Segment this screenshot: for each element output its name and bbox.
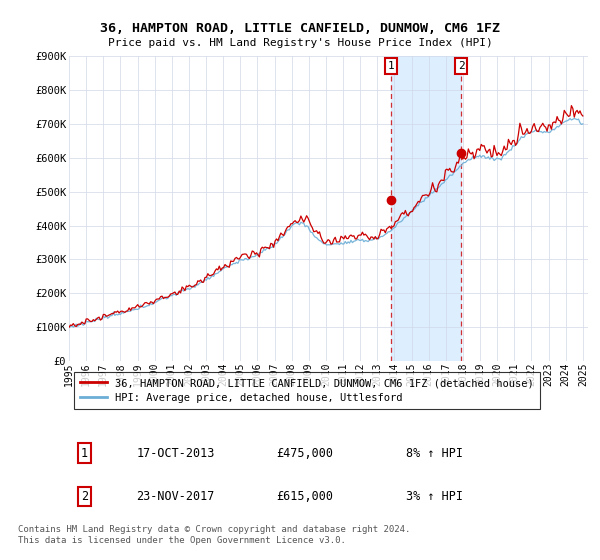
- Text: 2: 2: [81, 490, 88, 503]
- Text: 1: 1: [388, 61, 394, 71]
- Text: £475,000: £475,000: [277, 446, 334, 460]
- Text: 36, HAMPTON ROAD, LITTLE CANFIELD, DUNMOW, CM6 1FZ: 36, HAMPTON ROAD, LITTLE CANFIELD, DUNMO…: [100, 22, 500, 35]
- Text: Price paid vs. HM Land Registry's House Price Index (HPI): Price paid vs. HM Land Registry's House …: [107, 38, 493, 48]
- Text: 1: 1: [81, 446, 88, 460]
- Text: Contains HM Land Registry data © Crown copyright and database right 2024.
This d: Contains HM Land Registry data © Crown c…: [18, 525, 410, 545]
- Text: £615,000: £615,000: [277, 490, 334, 503]
- Text: 17-OCT-2013: 17-OCT-2013: [136, 446, 215, 460]
- Text: 2: 2: [458, 61, 464, 71]
- Legend: 36, HAMPTON ROAD, LITTLE CANFIELD, DUNMOW, CM6 1FZ (detached house), HPI: Averag: 36, HAMPTON ROAD, LITTLE CANFIELD, DUNMO…: [74, 372, 540, 409]
- Text: 3% ↑ HPI: 3% ↑ HPI: [406, 490, 463, 503]
- Text: 23-NOV-2017: 23-NOV-2017: [136, 490, 215, 503]
- Bar: [391, 56, 461, 361]
- Text: 8% ↑ HPI: 8% ↑ HPI: [406, 446, 463, 460]
